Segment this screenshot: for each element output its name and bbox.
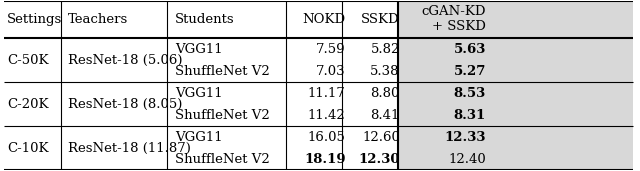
Text: 11.42: 11.42 bbox=[308, 109, 346, 122]
Text: ShuffleNet V2: ShuffleNet V2 bbox=[175, 65, 270, 78]
Text: C-10K: C-10K bbox=[7, 142, 49, 155]
Text: 5.82: 5.82 bbox=[371, 43, 400, 56]
Text: 12.33: 12.33 bbox=[445, 131, 486, 144]
Text: 8.41: 8.41 bbox=[371, 109, 400, 122]
Text: 7.59: 7.59 bbox=[316, 43, 346, 56]
Bar bbox=[398, 1, 633, 170]
Text: VGG11: VGG11 bbox=[175, 131, 223, 144]
Text: + SSKD: + SSKD bbox=[432, 21, 486, 34]
Text: Settings: Settings bbox=[7, 13, 62, 26]
Text: Students: Students bbox=[175, 13, 235, 26]
Text: NOKD: NOKD bbox=[303, 13, 346, 26]
Text: 12.30: 12.30 bbox=[358, 153, 400, 166]
Text: 18.19: 18.19 bbox=[304, 153, 346, 166]
Text: 12.60: 12.60 bbox=[362, 131, 400, 144]
Text: 5.27: 5.27 bbox=[454, 65, 486, 78]
Text: ResNet-18 (8.05): ResNet-18 (8.05) bbox=[68, 98, 182, 111]
Text: ShuffleNet V2: ShuffleNet V2 bbox=[175, 153, 270, 166]
Text: Teachers: Teachers bbox=[68, 13, 128, 26]
Text: C-50K: C-50K bbox=[7, 54, 49, 67]
Text: ShuffleNet V2: ShuffleNet V2 bbox=[175, 109, 270, 122]
Text: 8.31: 8.31 bbox=[454, 109, 486, 122]
Text: 7.03: 7.03 bbox=[316, 65, 346, 78]
Text: 11.17: 11.17 bbox=[308, 87, 346, 100]
Text: ResNet-18 (11.87): ResNet-18 (11.87) bbox=[68, 142, 191, 155]
Text: 12.40: 12.40 bbox=[448, 153, 486, 166]
Text: VGG11: VGG11 bbox=[175, 87, 223, 100]
Text: SSKD: SSKD bbox=[361, 13, 400, 26]
Text: 5.63: 5.63 bbox=[454, 43, 486, 56]
Text: cGAN-KD: cGAN-KD bbox=[422, 5, 486, 18]
Text: 8.53: 8.53 bbox=[454, 87, 486, 100]
Text: C-20K: C-20K bbox=[7, 98, 49, 111]
Text: 5.38: 5.38 bbox=[371, 65, 400, 78]
Text: 8.80: 8.80 bbox=[371, 87, 400, 100]
Text: 16.05: 16.05 bbox=[308, 131, 346, 144]
Text: ResNet-18 (5.06): ResNet-18 (5.06) bbox=[68, 54, 182, 67]
Text: VGG11: VGG11 bbox=[175, 43, 223, 56]
